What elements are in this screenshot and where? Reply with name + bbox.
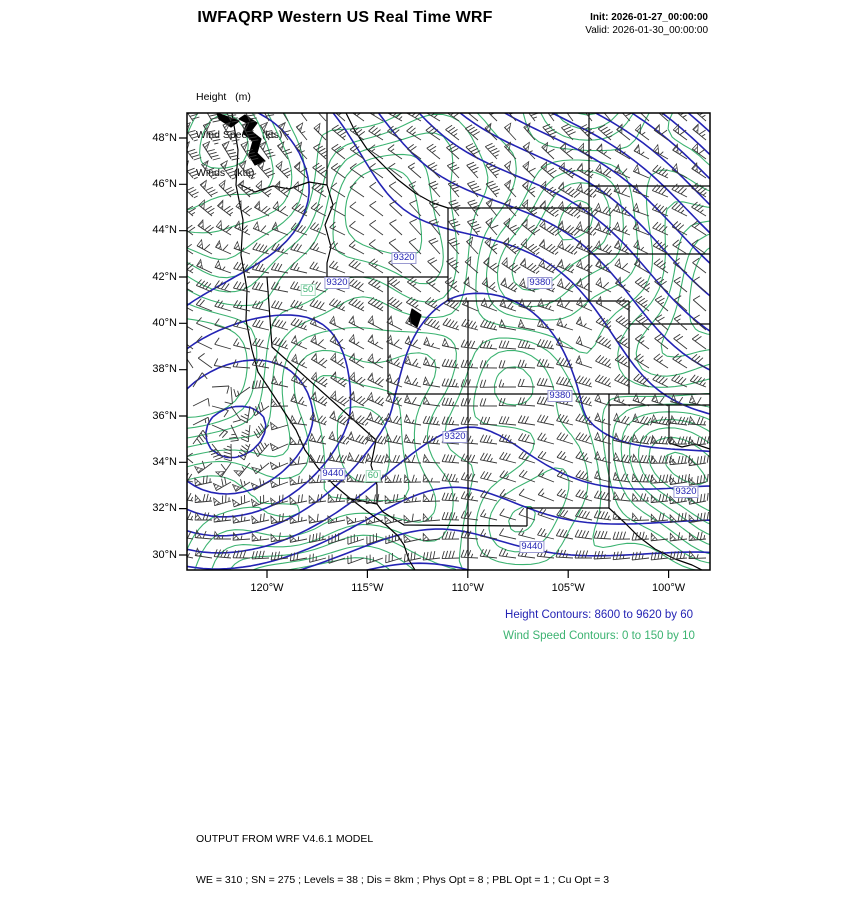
valid-time: Valid: 2026-01-30_00:00:00 (585, 25, 708, 36)
page-title: IWFAQRP Western US Real Time WRF (197, 9, 493, 26)
wind-speed-contours (187, 113, 710, 570)
height-contour-range: Height Contours: 8600 to 9620 by 60 (505, 609, 693, 621)
wrf-map-canvas (179, 112, 711, 578)
wrf-plot-page: { "header": { "title": "IWFAQRP Western … (152, 9, 711, 886)
wind-barbs (187, 113, 710, 565)
init-valid-block: Init: 2026-01-27_00:00:00 Valid: 2026-01… (545, 11, 708, 37)
model-footer: OUTPUT FROM WRF V4.6.1 MODEL WE = 310 ; … (196, 806, 609, 901)
init-time: Init: 2026-01-27_00:00:00 (590, 12, 708, 23)
footer-config-line: WE = 310 ; SN = 275 ; Levels = 38 ; Dis … (196, 873, 610, 886)
geography-outlines (216, 113, 710, 570)
wind-speed-contour-range: Wind Speed Contours: 0 to 150 by 10 (503, 630, 695, 642)
legend-height: Height (m) (196, 90, 251, 103)
map-frame-and-ticks (179, 112, 711, 578)
footer-model-line: OUTPUT FROM WRF V4.6.1 MODEL (196, 833, 374, 845)
